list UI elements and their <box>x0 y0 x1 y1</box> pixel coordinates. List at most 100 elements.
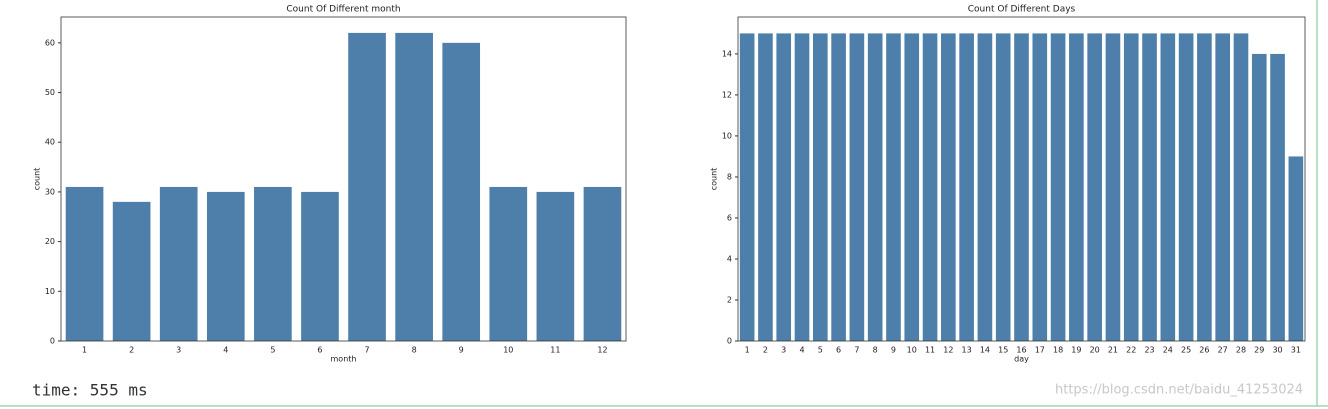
chart-title: Count Of Different month <box>286 5 400 15</box>
y-tick-label: 6 <box>727 213 732 222</box>
bar <box>1050 33 1066 342</box>
x-tick-label: 20 <box>1090 346 1100 355</box>
y-tick-label: 10 <box>722 131 732 140</box>
x-tick-label: 10 <box>503 346 513 355</box>
y-axis-label: count <box>710 168 719 191</box>
x-axis-label: day <box>1014 355 1029 364</box>
x-tick-label: 26 <box>1199 346 1209 355</box>
bar <box>1014 33 1029 342</box>
bar <box>112 201 151 341</box>
bar <box>794 33 810 342</box>
x-tick-label: 30 <box>1272 346 1282 355</box>
x-tick-label: 23 <box>1144 346 1154 355</box>
x-tick-label: 2 <box>129 346 134 355</box>
bar <box>812 33 828 342</box>
x-tick-label: 6 <box>836 346 841 355</box>
axes-frame <box>737 16 1306 342</box>
bar <box>301 191 339 341</box>
bar <box>849 33 865 342</box>
axes-frame <box>60 16 627 342</box>
x-tick-label: 21 <box>1108 346 1118 355</box>
x-tick-label: 17 <box>1035 346 1045 355</box>
x-tick-label: 9 <box>891 346 896 355</box>
x-tick-label: 4 <box>799 346 804 355</box>
bar <box>1123 33 1139 342</box>
x-tick-label: 3 <box>781 346 786 355</box>
y-tick-label: 30 <box>45 187 55 196</box>
x-tick-label: 11 <box>925 346 935 355</box>
bar <box>758 33 773 342</box>
x-tick-label: 15 <box>998 346 1008 355</box>
bar <box>886 33 901 342</box>
y-tick-label: 60 <box>45 38 55 47</box>
bar <box>206 191 245 341</box>
y-tick-label: 0 <box>50 337 55 346</box>
x-tick-label: 1 <box>82 346 87 355</box>
x-tick-label: 16 <box>1016 346 1026 355</box>
bar <box>1215 33 1231 342</box>
x-tick-label: 10 <box>907 346 917 355</box>
x-tick-label: 14 <box>980 346 990 355</box>
bar <box>1251 53 1267 342</box>
bar <box>904 33 920 342</box>
bar <box>583 186 622 341</box>
bar <box>831 33 846 342</box>
x-tick-label: 9 <box>459 346 464 355</box>
bar <box>65 186 104 341</box>
x-axis-label: month <box>331 355 357 364</box>
bar <box>348 32 386 341</box>
x-tick-label: 3 <box>176 346 181 355</box>
y-tick-label: 4 <box>727 254 732 263</box>
bar <box>995 33 1011 342</box>
bar <box>739 33 755 342</box>
bar <box>442 42 481 342</box>
bar <box>941 33 956 342</box>
bar <box>1160 33 1176 342</box>
x-tick-label: 2 <box>763 346 768 355</box>
x-tick-label: 29 <box>1254 346 1264 355</box>
bar <box>1197 33 1212 342</box>
bar <box>1270 53 1285 342</box>
bar <box>489 186 528 341</box>
bar <box>867 33 883 342</box>
x-tick-label: 13 <box>962 346 972 355</box>
bar <box>1142 33 1157 342</box>
x-tick-label: 4 <box>223 346 228 355</box>
chart-title: Count Of Different Days <box>968 5 1076 15</box>
y-tick-label: 10 <box>45 287 55 296</box>
bar <box>977 33 993 342</box>
y-tick-label: 20 <box>45 237 55 246</box>
x-tick-label: 27 <box>1218 346 1228 355</box>
bar <box>922 33 938 342</box>
x-tick-label: 19 <box>1071 346 1081 355</box>
x-tick-label: 8 <box>412 346 417 355</box>
bar <box>959 33 974 342</box>
bar <box>1087 33 1102 342</box>
x-tick-label: 5 <box>270 346 275 355</box>
y-axis-label: count <box>33 168 42 191</box>
bar <box>536 191 575 341</box>
bar <box>1069 33 1084 342</box>
bar <box>159 186 198 341</box>
y-tick-label: 12 <box>722 90 732 99</box>
x-tick-label: 7 <box>854 346 859 355</box>
x-tick-label: 22 <box>1126 346 1136 355</box>
bar <box>254 186 292 341</box>
y-tick-label: 40 <box>45 138 55 147</box>
x-tick-label: 25 <box>1181 346 1191 355</box>
bar <box>1178 33 1194 342</box>
bar <box>776 33 792 342</box>
x-tick-label: 5 <box>818 346 823 355</box>
bar <box>1233 33 1249 342</box>
x-tick-label: 24 <box>1163 346 1173 355</box>
x-tick-label: 8 <box>873 346 878 355</box>
bar <box>1105 33 1121 342</box>
x-tick-label: 12 <box>597 346 607 355</box>
x-tick-label: 18 <box>1053 346 1063 355</box>
x-tick-label: 11 <box>550 346 560 355</box>
bar <box>1032 33 1048 342</box>
y-tick-label: 50 <box>45 88 55 97</box>
x-tick-label: 28 <box>1236 346 1246 355</box>
time-output: time: 555 ms <box>32 381 148 400</box>
x-tick-label: 1 <box>745 346 750 355</box>
